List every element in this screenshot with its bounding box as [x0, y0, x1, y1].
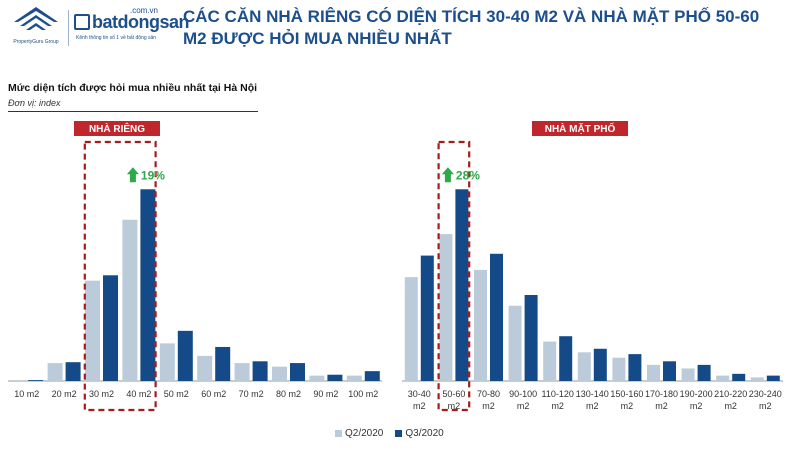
bar-nharieng-q2-3: [122, 219, 138, 381]
growth-label-nhamatpho: 28%: [456, 168, 480, 182]
tick-label-nhamatpho-9: 210-220 m2: [714, 389, 747, 411]
batdongsan-logo-domain: .com.vn: [130, 6, 159, 15]
tick-label-nharieng-5: 60 m2: [201, 389, 226, 399]
propertyguru-logo-icon: [14, 7, 58, 30]
tick-label-nhamatpho-3: 90-100 m2: [509, 389, 537, 411]
logo-separator: [68, 10, 69, 46]
batdongsan-logo-name: batdongsan: [92, 12, 190, 32]
bar-nhamatpho-q2-8: [681, 368, 695, 381]
bar-nhamatpho-q3-6: [628, 354, 642, 381]
logo-area: PropertyGuru Group batdongsan .com.vn Kê…: [8, 4, 190, 50]
tick-label-nhamatpho-6: 150-160 m2: [610, 389, 643, 411]
tick-label-nhamatpho-10: 230-240 m2: [749, 389, 782, 411]
panel-title-nharieng: NHÀ RIÊNG: [89, 122, 145, 135]
batdongsan-logo-icon: [74, 14, 90, 30]
tick-label-nharieng-0: 10 m2: [14, 389, 39, 399]
tick-label-nharieng-6: 70 m2: [239, 389, 264, 399]
tick-label-nhamatpho-8: 190-200 m2: [680, 389, 713, 411]
bar-nhamatpho-q2-7: [647, 364, 660, 381]
growth-arrow-icon-nhamatpho: [441, 167, 454, 183]
bar-nhamatpho-q2-9: [716, 375, 730, 381]
bar-nharieng-q3-8: [327, 374, 343, 381]
legend-item-q2: Q2/2020: [335, 428, 383, 439]
legend-swatch-q2: [335, 430, 342, 437]
bar-nhamatpho-q3-3: [524, 295, 538, 381]
bar-nhamatpho-q3-10: [766, 375, 780, 381]
bar-nharieng-q2-6: [234, 363, 250, 381]
bar-nharieng-q3-9: [364, 371, 380, 381]
panel-title-nhamatpho: NHÀ MẶT PHỐ: [545, 121, 616, 135]
bar-nhamatpho-q3-5: [593, 348, 607, 381]
tick-label-nhamatpho-0: 30-40 m2: [408, 389, 431, 411]
growth-label-nharieng: 19%: [141, 168, 165, 182]
tick-label-nhamatpho-2: 70-80 m2: [477, 389, 500, 411]
tick-label-nharieng-4: 50 m2: [164, 389, 189, 399]
tick-label-nharieng-1: 20 m2: [52, 389, 77, 399]
legend-label-q3: Q3/2020: [405, 428, 444, 439]
tick-label-nharieng-3: 40 m2: [126, 389, 151, 399]
propertyguru-logo-text: PropertyGuru Group: [13, 39, 59, 45]
legend: Q2/2020 Q3/2020: [335, 428, 444, 439]
bar-nhamatpho-q2-3: [508, 305, 522, 381]
bar-nharieng-q2-8: [309, 375, 325, 381]
tick-label-nhamatpho-4: 110-120 m2: [542, 389, 574, 411]
page-title: CÁC CĂN NHÀ RIÊNG CÓ DIỆN TÍCH 30-40 M2 …: [183, 7, 760, 48]
panel-title-box-nhamatpho: [532, 121, 628, 136]
bar-nhamatpho-q2-6: [612, 357, 626, 381]
bar-nhamatpho-q3-7: [663, 361, 676, 381]
bar-nharieng-q3-7: [290, 363, 305, 381]
bar-nharieng-q3-3: [140, 189, 156, 381]
tick-label-nharieng-7: 80 m2: [276, 389, 301, 399]
bar-nhamatpho-q3-9: [732, 373, 746, 381]
bar-nharieng-q2-0: [10, 380, 26, 381]
batdongsan-logo-tagline: Kênh thông tin số 1 về bất động sản: [76, 35, 157, 41]
legend-item-q3: Q3/2020: [395, 428, 444, 439]
bar-nharieng-q2-5: [197, 355, 213, 381]
bar-nharieng-q2-9: [346, 375, 362, 381]
bar-nhamatpho-q3-4: [559, 336, 573, 381]
bar-nhamatpho-q2-4: [543, 341, 557, 381]
bar-nhamatpho-q3-0: [420, 255, 434, 381]
panel-title-box-nharieng: [74, 121, 160, 136]
chart-unit: Đơn vị: index: [8, 98, 61, 108]
highlight-box-nhamatpho: [437, 140, 471, 412]
chart-subtitle: Mức diện tích được hỏi mua nhiều nhất tạ…: [8, 82, 258, 94]
bar-nharieng-q3-6: [252, 361, 268, 381]
bar-nhamatpho-q2-0: [404, 277, 418, 381]
bar-nharieng-q2-2: [85, 280, 100, 381]
bar-nhamatpho-q2-10: [750, 377, 764, 381]
bar-nharieng-q2-4: [159, 343, 175, 381]
bar-nhamatpho-q3-1: [455, 189, 469, 381]
bar-nharieng-q2-1: [47, 363, 63, 381]
tick-label-nharieng-8: 90 m2: [313, 389, 338, 399]
bar-nhamatpho-q3-8: [697, 364, 711, 381]
bar-nharieng-q3-2: [103, 275, 118, 381]
highlight-box-nharieng: [83, 140, 157, 412]
tick-label-nhamatpho-5: 130-140 m2: [576, 389, 609, 411]
bar-nharieng-q3-0: [28, 380, 44, 381]
growth-arrow-icon-nharieng: [126, 167, 139, 183]
bar-nharieng-q3-4: [177, 330, 193, 381]
tick-label-nharieng-9: 100 m2: [348, 389, 378, 399]
tick-label-nharieng-2: 30 m2: [89, 389, 114, 399]
bar-nhamatpho-q3-2: [490, 253, 503, 381]
tick-label-nhamatpho-1: 50-60 m2: [442, 389, 465, 411]
legend-swatch-q3: [395, 430, 403, 437]
tick-label-nhamatpho-7: 170-180 m2: [645, 389, 678, 411]
bar-nhamatpho-q2-2: [474, 269, 487, 381]
legend-label-q2: Q2/2020: [345, 428, 384, 439]
subtitle-underline: [8, 111, 258, 112]
bar-nharieng-q3-1: [65, 362, 81, 381]
bar-nhamatpho-q2-5: [577, 352, 591, 381]
bar-nharieng-q3-5: [215, 346, 231, 381]
bar-nharieng-q2-7: [272, 366, 287, 381]
bar-nhamatpho-q2-1: [439, 234, 453, 381]
